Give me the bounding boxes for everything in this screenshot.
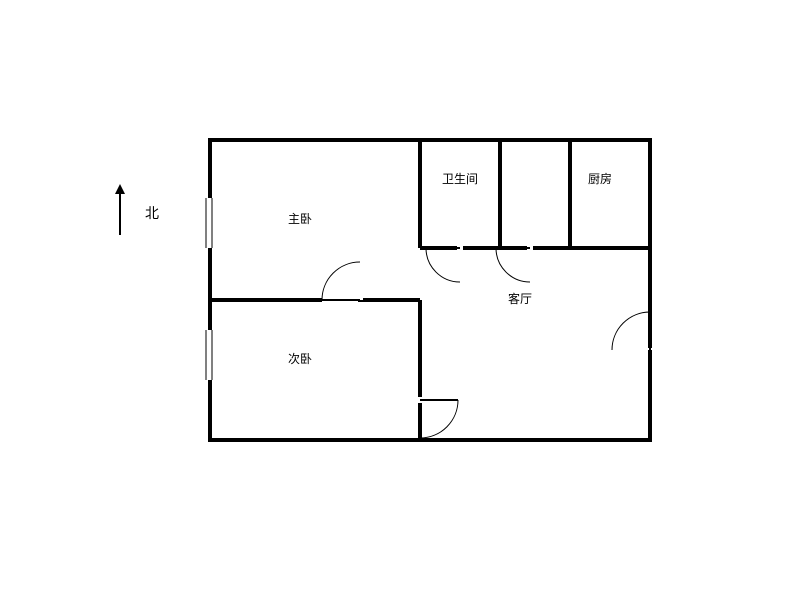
room-label-master_bedroom: 主卧 [288, 212, 312, 226]
room-label-bathroom: 卫生间 [442, 172, 478, 186]
room-label-second_bedroom: 次卧 [288, 352, 312, 366]
compass-label: 北 [145, 206, 159, 222]
floor-plan: 北 主卧次卧 卫生间 厨房客厅 [0, 0, 800, 600]
room-label-kitchen: 厨房 [588, 171, 612, 186]
room-label-living_room: 客厅 [508, 291, 532, 306]
